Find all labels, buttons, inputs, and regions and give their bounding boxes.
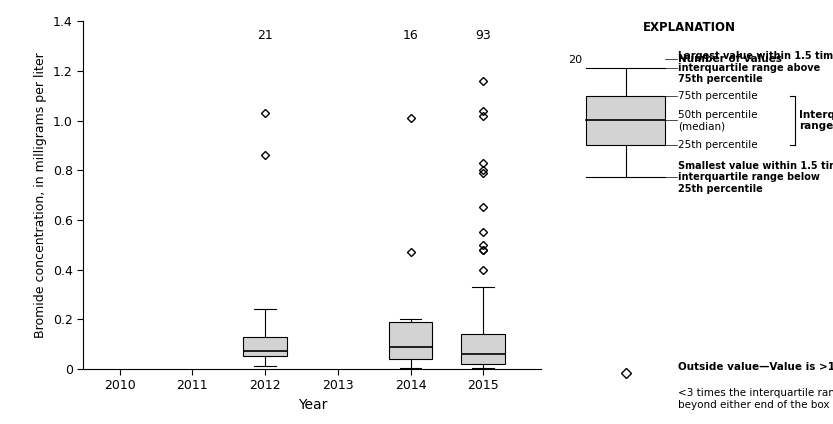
Text: 16: 16 bbox=[402, 29, 418, 42]
Text: 21: 21 bbox=[257, 29, 273, 42]
Text: <3 times the interquartile range
beyond either end of the box: <3 times the interquartile range beyond … bbox=[678, 388, 833, 410]
PathPatch shape bbox=[461, 334, 505, 364]
Text: 25th percentile: 25th percentile bbox=[678, 140, 758, 150]
Text: 20: 20 bbox=[568, 55, 582, 65]
Text: Number of values: Number of values bbox=[678, 53, 782, 64]
Y-axis label: Bromide concentration, in milligrams per liter: Bromide concentration, in milligrams per… bbox=[34, 52, 47, 338]
Text: 93: 93 bbox=[476, 29, 491, 42]
Text: 50th percentile
(median): 50th percentile (median) bbox=[678, 110, 758, 131]
PathPatch shape bbox=[389, 322, 432, 359]
Text: 75th percentile: 75th percentile bbox=[678, 91, 758, 101]
Text: Smallest value within 1.5 times
interquartile range below
25th percentile: Smallest value within 1.5 times interqua… bbox=[678, 161, 833, 194]
PathPatch shape bbox=[243, 337, 287, 357]
X-axis label: Year: Year bbox=[297, 398, 327, 412]
Text: EXPLANATION: EXPLANATION bbox=[643, 21, 736, 33]
Text: Interquartile
range: Interquartile range bbox=[799, 110, 833, 131]
Text: Largest value within 1.5 times
interquartile range above
75th percentile: Largest value within 1.5 times interquar… bbox=[678, 51, 833, 84]
FancyBboxPatch shape bbox=[586, 96, 665, 145]
Text: Outside value—Value is >1.5 and: Outside value—Value is >1.5 and bbox=[678, 362, 833, 372]
